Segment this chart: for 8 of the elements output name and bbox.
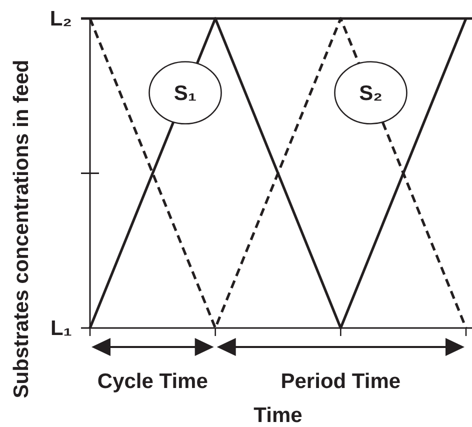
series-label: S₂ <box>359 81 382 104</box>
x-axis-title: Time <box>254 404 302 426</box>
text: Cycle Time <box>97 370 208 392</box>
series-label: S₁ <box>174 81 197 104</box>
y-axis-title: Substrates concentrations in feed <box>10 60 32 398</box>
text: L₁ <box>50 316 72 340</box>
text: Period Time <box>280 370 401 392</box>
ref-line-label: L₂ <box>50 7 72 30</box>
